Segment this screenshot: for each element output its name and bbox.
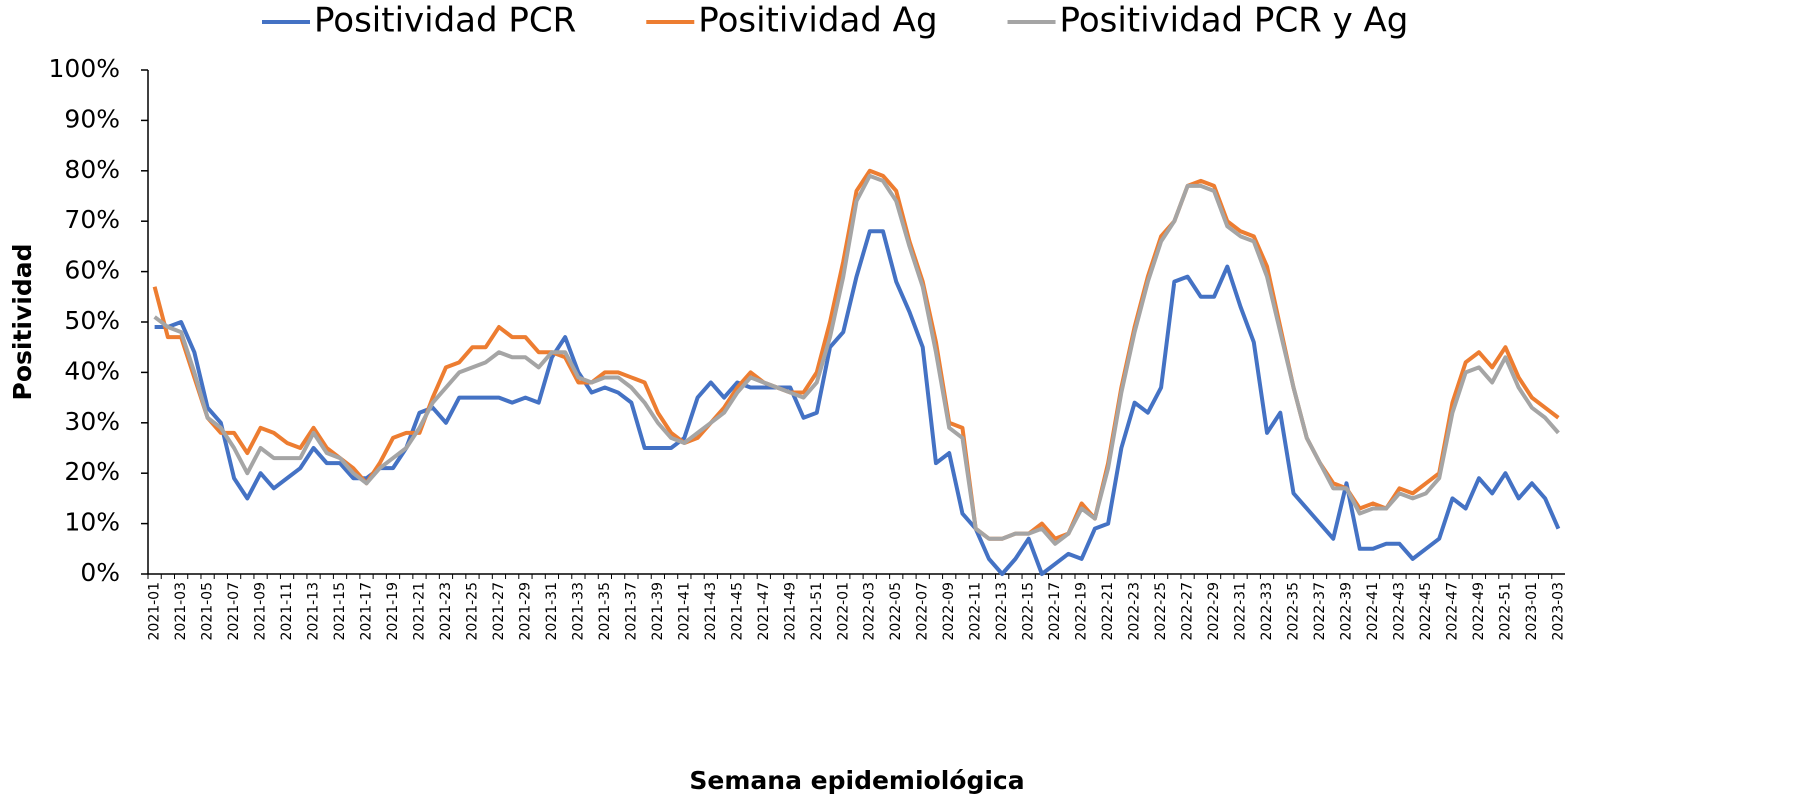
x-tick-label: 2021-49	[782, 582, 798, 641]
x-tick-label: 2021-19	[385, 582, 401, 641]
legend-label: Positividad PCR y Ag	[1060, 1, 1409, 41]
x-tick-label: 2022-21	[1100, 582, 1116, 641]
legend-label: Positividad Ag	[698, 1, 937, 41]
x-tick-label: 2022-27	[1180, 582, 1196, 641]
x-tick-label: 2021-11	[279, 582, 295, 641]
x-tick-label: 2022-15	[1021, 582, 1037, 641]
x-tick-label: 2021-03	[173, 582, 189, 641]
x-tick-label: 2022-05	[888, 582, 904, 641]
x-tick-label: 2021-27	[491, 582, 507, 641]
x-tick-label: 2021-23	[438, 582, 454, 641]
x-tick-label: 2021-45	[729, 582, 745, 641]
x-tick-label: 2021-51	[809, 582, 825, 641]
y-tick-label: 20%	[64, 457, 120, 486]
x-tick-label: 2022-23	[1127, 582, 1143, 641]
x-tick-label: 2022-41	[1365, 582, 1381, 641]
x-tick-label: 2022-33	[1259, 582, 1275, 641]
y-tick-label: 80%	[64, 155, 120, 184]
x-tick-label: 2022-29	[1206, 582, 1222, 641]
x-tick-label: 2021-33	[570, 582, 586, 641]
x-tick-label: 2022-19	[1074, 582, 1090, 641]
y-tick-label: 10%	[64, 508, 120, 537]
x-tick-label: 2022-45	[1418, 582, 1434, 641]
y-axis-title: Positividad	[8, 244, 37, 401]
x-tick-label: 2022-09	[941, 582, 957, 641]
x-tick-label: 2021-37	[623, 582, 639, 641]
y-tick-label: 50%	[64, 306, 120, 335]
x-tick-label: 2022-13	[994, 582, 1010, 641]
x-tick-label: 2021-07	[226, 582, 242, 641]
x-tick-label: 2022-47	[1444, 582, 1460, 641]
x-tick-label: 2022-31	[1233, 582, 1249, 641]
x-tick-label: 2021-05	[200, 582, 216, 641]
x-tick-label: 2023-01	[1524, 582, 1540, 641]
y-tick-label: 90%	[64, 104, 120, 133]
x-axis-title: Semana epidemiológica	[689, 766, 1024, 795]
x-tick-label: 2022-49	[1471, 582, 1487, 641]
series-line	[153, 173, 1560, 546]
x-tick-label: 2021-47	[756, 582, 772, 641]
x-tick-label: 2022-51	[1497, 582, 1513, 641]
x-tick-label: 2021-31	[544, 582, 560, 641]
y-tick-label: 60%	[64, 256, 120, 285]
x-tick-label: 2022-25	[1153, 582, 1169, 641]
x-tick-label: 2022-37	[1312, 582, 1328, 641]
y-tick-label: 40%	[64, 356, 120, 385]
y-tick-label: 70%	[64, 205, 120, 234]
x-tick-label: 2021-39	[650, 582, 666, 641]
legend-label: Positividad PCR	[314, 1, 576, 41]
x-tick-label: 2021-29	[517, 582, 533, 641]
x-tick-label: 2021-25	[464, 582, 480, 641]
y-tick-label: 30%	[64, 407, 120, 436]
x-tick-label: 2023-03	[1550, 582, 1566, 641]
x-tick-label: 2021-17	[359, 582, 375, 641]
x-tick-label: 2022-01	[835, 582, 851, 641]
x-tick-label: 2022-03	[862, 582, 878, 641]
x-tick-label: 2022-11	[968, 582, 984, 641]
y-tick-label: 0%	[80, 558, 120, 587]
x-tick-label: 2021-09	[253, 582, 269, 641]
x-tick-label: 2022-39	[1338, 582, 1354, 641]
x-tick-label: 2021-13	[306, 582, 322, 641]
x-tick-label: 2022-17	[1047, 582, 1063, 641]
x-tick-label: 2021-21	[411, 582, 427, 641]
x-tick-label: 2022-43	[1391, 582, 1407, 641]
x-tick-label: 2021-43	[703, 582, 719, 641]
x-tick-label: 2022-07	[915, 582, 931, 641]
x-tick-label: 2021-41	[676, 582, 692, 641]
x-tick-label: 2021-01	[147, 582, 163, 641]
x-tick-label: 2021-15	[332, 582, 348, 641]
x-tick-label: 2022-35	[1286, 582, 1302, 641]
series-line	[154, 229, 1561, 576]
y-tick-label: 100%	[49, 54, 120, 83]
x-tick-label: 2021-35	[597, 582, 613, 641]
